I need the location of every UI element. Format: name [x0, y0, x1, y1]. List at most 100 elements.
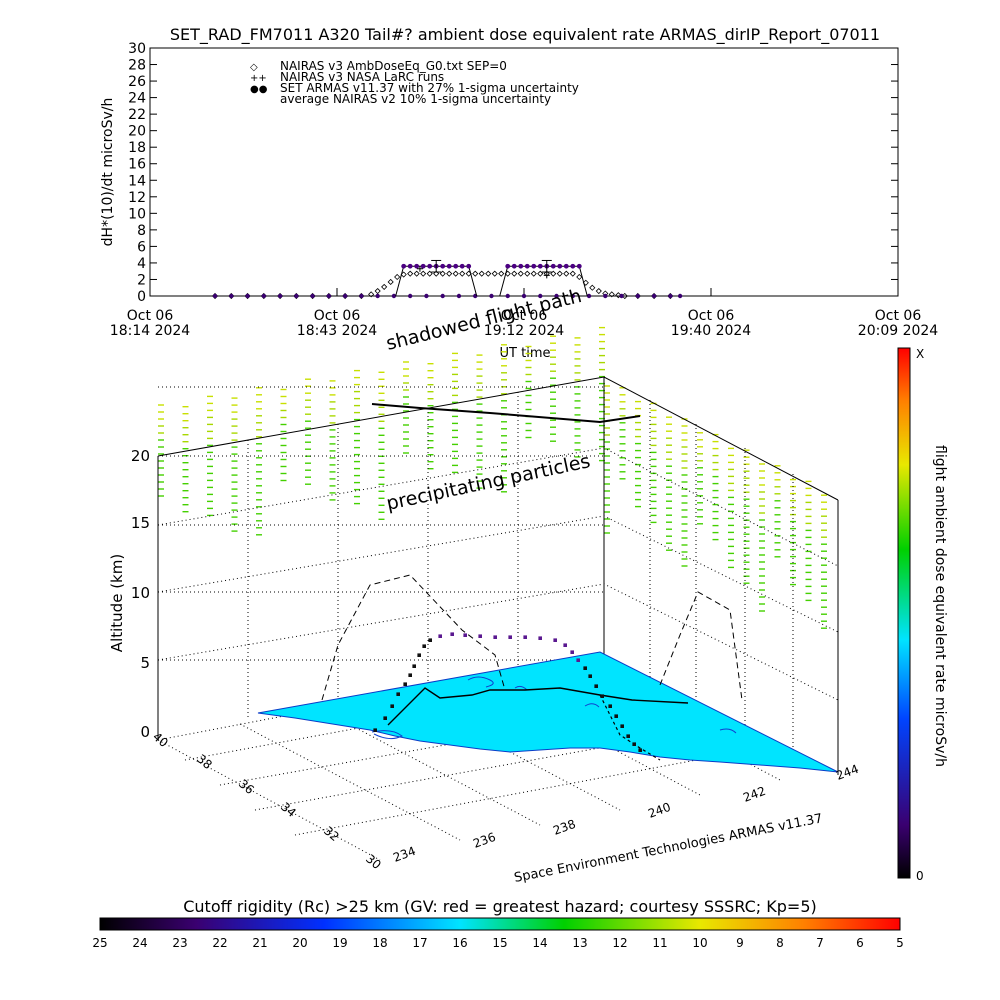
nairas-point	[589, 284, 596, 291]
flight-track-point	[588, 674, 592, 678]
legend-symbol: ++	[250, 73, 267, 84]
rigidity-tick-label: 11	[652, 936, 667, 950]
armas-point	[212, 293, 218, 299]
flight-track-point	[553, 638, 557, 642]
armas-point	[570, 293, 575, 299]
x-tick-label-date: Oct 06	[314, 308, 361, 324]
flight-track-point	[408, 673, 412, 677]
y-tick-label: 22	[128, 107, 146, 123]
armas-point	[554, 293, 559, 299]
nairas-point	[433, 270, 440, 277]
nairas-point	[576, 273, 583, 281]
armas-point	[391, 293, 397, 299]
armas-plateau-point	[414, 263, 420, 269]
flight-track-point	[608, 704, 612, 708]
nairas-point	[472, 270, 479, 277]
flight-track-point	[632, 742, 636, 746]
armas-plateau-point	[563, 263, 569, 269]
rigidity-tick-label: 14	[532, 936, 547, 950]
y-tick-label: 0	[137, 289, 146, 305]
y-tick-label: 6	[137, 239, 146, 255]
armas-point	[603, 293, 608, 299]
y-tick-label: 18	[128, 140, 146, 156]
x-tick-label-time: 18:43 2024	[297, 323, 378, 339]
armas-plateau-point	[550, 263, 556, 269]
nairas-point	[374, 287, 381, 295]
altitude-axis-label: Altitude (km)	[108, 554, 126, 652]
armas-point	[489, 293, 494, 299]
armas-point	[277, 293, 283, 299]
y-tick-label: 12	[128, 190, 146, 206]
y-tick-label: 28	[128, 58, 146, 74]
nairas-point	[491, 270, 498, 277]
flight-track-point	[478, 634, 482, 638]
armas-point	[342, 293, 348, 299]
armas-plateau-point	[453, 263, 459, 269]
back-wall-grid	[157, 386, 839, 752]
nairas-point	[595, 287, 602, 295]
nairas-point	[420, 270, 427, 277]
right-wall-projection	[659, 591, 743, 701]
armas-point	[456, 293, 462, 299]
flight-track-point	[600, 694, 604, 698]
y-tick-label: 16	[128, 157, 146, 173]
nairas-point	[537, 270, 544, 277]
longitude-tick-label: 240	[646, 800, 672, 821]
armas-plateau-point	[511, 263, 517, 269]
legend-label: NAIRAS v3 AmbDoseEq_G0.txt SEP=0	[280, 59, 507, 73]
rigidity-tick-label: 13	[572, 936, 587, 950]
nairas-point	[524, 270, 531, 277]
nairas-point	[452, 270, 459, 277]
nairas-point	[485, 270, 492, 277]
armas-plateau-point	[407, 263, 413, 269]
latitude-tick-label: 30	[363, 852, 384, 873]
dose-colorbar	[897, 347, 911, 879]
flight-track-point	[390, 704, 394, 708]
x-tick-label-date: Oct 06	[501, 308, 548, 324]
armas-point	[294, 293, 299, 299]
armas-point	[677, 293, 683, 299]
flight-track-point	[438, 634, 442, 638]
legend-label: average NAIRAS v2 10% 1-sigma uncertaint…	[280, 92, 551, 106]
altitude-axis: 0 5 10 15 20	[131, 447, 150, 741]
armas-point	[521, 293, 527, 299]
y-tick-label: 24	[128, 91, 146, 107]
armas-point	[619, 293, 624, 299]
flight-track-3d	[373, 632, 642, 752]
flight-track-point	[493, 635, 497, 639]
armas-plateau-point	[518, 263, 524, 269]
rigidity-tick-label: 12	[612, 936, 627, 950]
dose-colorbar-top: X	[916, 347, 924, 361]
armas-point	[326, 293, 332, 299]
flight-track-point	[583, 666, 587, 670]
top-y-axis-label: dH*(10)/dt microSv/h	[100, 98, 116, 247]
nairas-point	[530, 270, 537, 277]
nairas-point	[407, 270, 414, 277]
legend-label: NAIRAS v3 NASA LaRC runs	[280, 70, 444, 84]
flight-track-point	[422, 644, 426, 648]
x-tick-label-date: Oct 06	[688, 308, 735, 324]
armas-point	[245, 293, 250, 299]
armas-point	[229, 293, 234, 299]
rigidity-tick-label: 7	[816, 936, 824, 950]
armas-point	[310, 293, 315, 299]
armas-plateau-point	[505, 263, 511, 269]
armas-point	[538, 293, 543, 299]
flight-track-point	[417, 653, 421, 657]
flight-track-point	[383, 716, 387, 720]
flight-track-point	[403, 682, 407, 686]
armas-point	[651, 293, 657, 299]
rigidity-tick-label: 20	[292, 936, 307, 950]
legend-label: SET ARMAS v11.37 with 27% 1-sigma uncert…	[280, 81, 579, 95]
altitude-tick-label: 20	[131, 447, 150, 465]
flight-track-point	[450, 632, 454, 636]
rigidity-tick-label: 25	[92, 936, 107, 950]
shadowed-flight-path-line	[387, 687, 689, 726]
armas-point	[505, 293, 510, 299]
longitude-tick-label: 238	[551, 817, 577, 838]
rigidity-tick-label: 15	[492, 936, 507, 950]
rigidity-tick-label: 8	[776, 936, 784, 950]
